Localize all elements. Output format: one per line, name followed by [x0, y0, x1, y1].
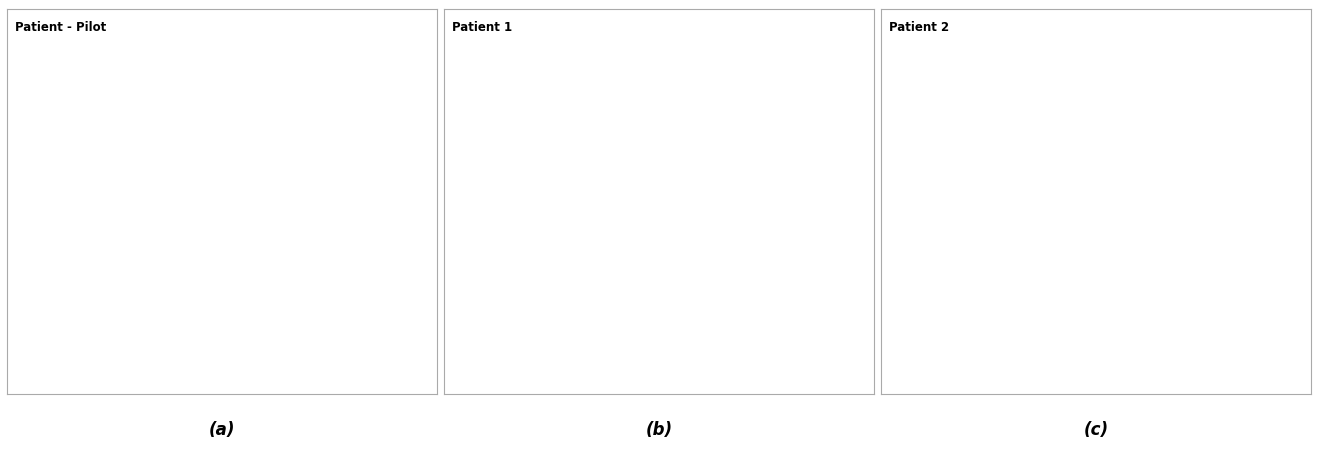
Text: Patient 1: Patient 1	[452, 21, 513, 34]
Text: (a): (a)	[208, 421, 235, 439]
Text: (b): (b)	[646, 421, 672, 439]
Text: Patient - Pilot: Patient - Pilot	[16, 21, 107, 34]
Text: Patient 2: Patient 2	[890, 21, 949, 34]
Text: (c): (c)	[1083, 421, 1108, 439]
